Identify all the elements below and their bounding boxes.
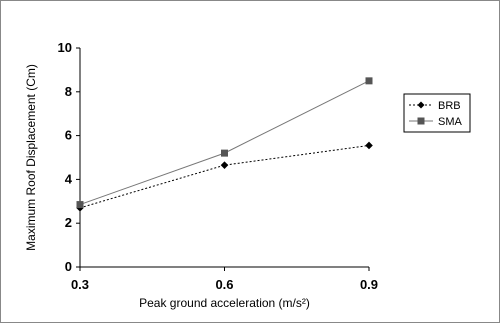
data-point-brb (220, 161, 229, 169)
data-point-brb (365, 141, 373, 150)
data-point-sma (365, 77, 373, 85)
data-point-sma (76, 201, 84, 209)
x-axis-title: Peak ground acceleration (m/s²) (139, 296, 310, 310)
y-tick-label: 10 (58, 40, 72, 55)
y-tick-label: 8 (65, 84, 72, 99)
y-tick-label: 0 (65, 259, 72, 274)
x-tick-label: 0.6 (215, 277, 233, 292)
y-axis-title: Maximum Roof Displacement (Cm) (24, 64, 38, 251)
legend-label-brb: BRB (438, 100, 461, 112)
legend-marker-sma (417, 117, 425, 125)
legend-label-sma: SMA (438, 116, 463, 128)
y-tick-label: 2 (65, 215, 72, 230)
y-tick-label: 6 (65, 128, 72, 143)
legend-box (403, 93, 471, 133)
x-tick-label: 0.3 (71, 277, 89, 292)
x-tick-label: 0.9 (360, 277, 378, 292)
data-point-sma (221, 149, 228, 157)
legend-marker-brb (417, 101, 425, 109)
y-tick-label: 4 (65, 171, 73, 186)
